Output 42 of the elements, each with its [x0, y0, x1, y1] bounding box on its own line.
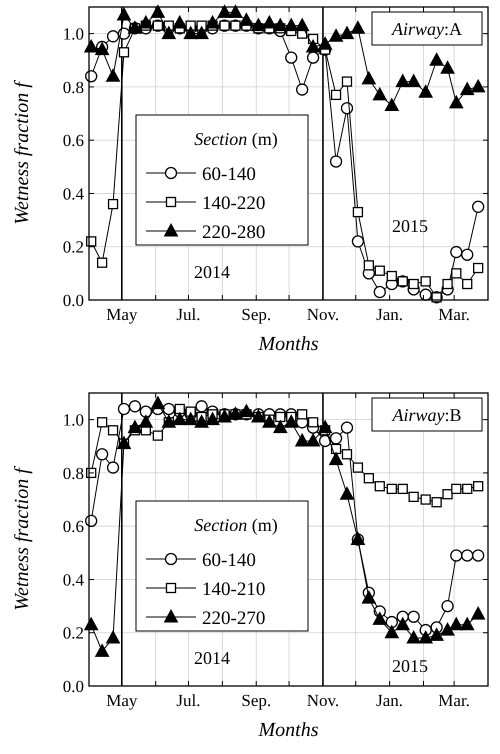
- y-tick-label: 0.0: [62, 677, 84, 696]
- x-tick-label: Sep.: [241, 691, 272, 710]
- x-tick-label: Nov.: [306, 305, 340, 324]
- y-tick-label: 0.8: [62, 78, 84, 97]
- annotation: Airway:A: [391, 19, 462, 39]
- y-axis-title: Wetness fraction f: [11, 80, 33, 225]
- annotation: Airway:B: [391, 405, 462, 425]
- annotation: 2014: [194, 262, 230, 282]
- x-axis-title: Months: [258, 333, 319, 355]
- y-tick-label: 0.2: [62, 238, 84, 257]
- x-tick-label: May: [106, 305, 138, 324]
- legend-label: 140-210: [202, 579, 266, 600]
- x-tick-label: Mar.: [438, 691, 470, 710]
- legend-title: Section (m): [194, 515, 278, 535]
- x-tick-label: Jul.: [176, 305, 201, 324]
- x-tick-label: Jan.: [376, 691, 404, 710]
- x-tick-label: May: [106, 691, 138, 710]
- x-tick-label: Sep.: [241, 305, 272, 324]
- y-tick-label: 1.0: [62, 410, 84, 430]
- legend-label: 60-140: [202, 550, 256, 571]
- legend-label: 140-220: [202, 193, 266, 214]
- annotation: 2015: [392, 216, 428, 236]
- y-tick-label: 0.2: [62, 624, 84, 643]
- y-axis-title: Wetness fraction f: [11, 466, 33, 611]
- y-tick-label: 0.8: [62, 464, 84, 483]
- legend-title: Section (m): [194, 129, 278, 149]
- legend-label: 60-140: [202, 164, 256, 185]
- y-tick-label: 1.0: [62, 24, 84, 44]
- x-tick-label: Jan.: [376, 305, 404, 324]
- y-tick-label: 0.0: [62, 291, 84, 310]
- x-tick-label: Mar.: [438, 305, 470, 324]
- x-axis-title: Months: [258, 719, 319, 741]
- legend-label: 220-280: [202, 222, 266, 243]
- legend-label: 220-270: [202, 608, 266, 629]
- annotation: 2015: [392, 656, 428, 676]
- annotation: 2014: [194, 648, 230, 668]
- y-tick-label: 0.4: [62, 184, 84, 204]
- x-tick-label: Jul.: [176, 691, 201, 710]
- y-tick-label: 0.6: [62, 517, 84, 536]
- x-tick-label: Nov.: [306, 691, 340, 710]
- y-tick-label: 0.4: [62, 570, 84, 590]
- y-tick-label: 0.6: [62, 131, 84, 150]
